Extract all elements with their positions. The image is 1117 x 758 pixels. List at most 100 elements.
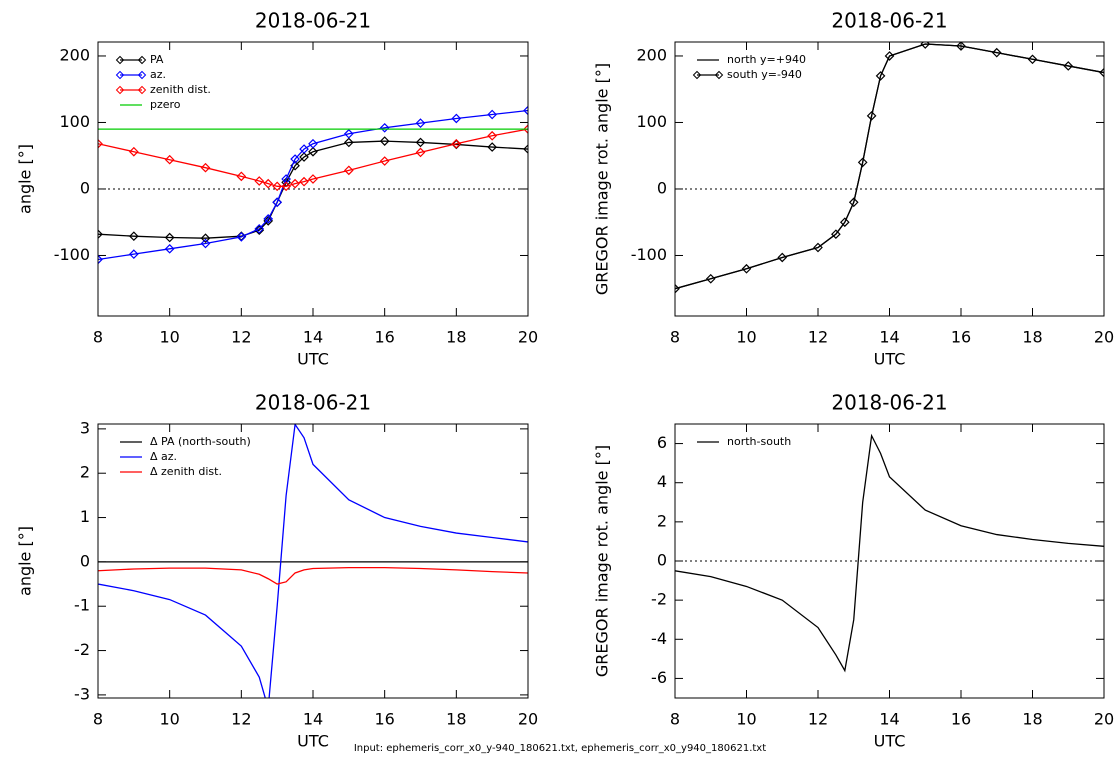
- x-tick-label: 20: [518, 328, 538, 347]
- x-axis-label: UTC: [874, 350, 906, 369]
- marker: [272, 197, 283, 208]
- x-tick-label: 18: [1022, 710, 1042, 729]
- marker: [415, 118, 426, 128]
- marker: [920, 42, 931, 49]
- marker: [164, 232, 175, 243]
- x-axis-label: UTC: [297, 350, 329, 369]
- marker: [299, 144, 309, 154]
- y-tick-label: 3: [80, 418, 90, 437]
- plot-area: [675, 433, 1104, 673]
- marker: [523, 144, 528, 154]
- plot-area: [98, 105, 528, 265]
- x-tick-label: 18: [1022, 328, 1042, 347]
- marker: [991, 47, 1002, 58]
- marker: [200, 238, 211, 249]
- marker: [98, 138, 103, 149]
- x-tick-label: 10: [736, 328, 756, 347]
- legend-label: Δ PA (north-south): [150, 435, 251, 448]
- y-tick-label: 4: [657, 472, 667, 491]
- panel: 2018-06-21 UTC GREGOR image rot. angle [°]…: [593, 391, 1115, 751]
- marker: [98, 254, 103, 265]
- legend-label: north y=+940: [727, 53, 806, 66]
- legend-label: PA: [150, 53, 164, 66]
- legend-label: Δ az.: [150, 450, 177, 463]
- legend-marker: [115, 55, 125, 65]
- legend-label: az.: [150, 68, 166, 81]
- legend-marker: [714, 70, 724, 80]
- x-tick-label: 20: [518, 710, 538, 729]
- marker: [451, 138, 462, 149]
- plot-frame: [97, 41, 529, 317]
- x-tick-label: 14: [879, 328, 899, 347]
- marker: [164, 243, 175, 254]
- chart-title: 2018-06-21: [255, 9, 371, 33]
- legend-marker: [692, 70, 702, 80]
- marker: [299, 176, 309, 187]
- marker: [254, 224, 265, 234]
- marker: [884, 51, 895, 61]
- legend-marker: [115, 70, 125, 80]
- x-tick-label: 10: [736, 710, 756, 729]
- marker: [128, 249, 139, 259]
- series-line: [98, 140, 528, 239]
- marker: [1099, 67, 1104, 78]
- marker: [308, 174, 318, 184]
- marker: [848, 197, 859, 208]
- x-tick-label: 14: [879, 710, 899, 729]
- x-tick-label: 20: [1094, 328, 1114, 347]
- marker: [308, 146, 318, 157]
- y-tick-label: -6: [651, 668, 667, 687]
- marker: [290, 154, 300, 164]
- marker: [281, 181, 291, 192]
- x-tick-label: 12: [231, 710, 251, 729]
- marker: [236, 232, 247, 242]
- y-tick-label: -2: [74, 640, 90, 659]
- legend-label: pzero: [150, 98, 181, 111]
- series-line: [675, 433, 1104, 673]
- x-tick-label: 18: [446, 710, 466, 729]
- y-tick-label: 0: [80, 551, 90, 570]
- y-tick-label: 100: [59, 112, 90, 131]
- plot-frame: [674, 41, 1105, 317]
- panel: 2018-06-21 UTC angle [°] 8 10 12 14 16 18 20 -100 0…: [16, 9, 539, 369]
- marker: [254, 176, 265, 186]
- y-tick-label: 6: [657, 433, 667, 452]
- x-tick-label: 10: [159, 710, 179, 729]
- legend-label: south y=-940: [727, 68, 802, 81]
- x-tick-label: 14: [303, 710, 323, 729]
- x-tick-label: 16: [374, 710, 394, 729]
- y-tick-label: -3: [74, 684, 90, 703]
- marker: [839, 217, 850, 228]
- legend-marker: [137, 55, 147, 65]
- y-tick-label: -100: [54, 245, 90, 264]
- x-tick-label: 12: [231, 328, 251, 347]
- marker: [956, 42, 966, 51]
- y-tick-label: 1: [80, 507, 90, 526]
- marker: [236, 171, 247, 182]
- panel: 2018-06-21 UTC GREGOR image rot. angle [°]…: [593, 9, 1115, 369]
- marker: [523, 124, 528, 134]
- marker: [705, 273, 716, 284]
- series-line: [675, 43, 1104, 290]
- marker: [254, 225, 265, 236]
- plot-area: [98, 424, 528, 698]
- y-tick-label: 200: [59, 45, 90, 64]
- plot-area: [675, 42, 1104, 294]
- x-tick-label: 8: [93, 710, 103, 729]
- x-tick-label: 10: [159, 328, 179, 347]
- x-tick-label: 12: [808, 328, 828, 347]
- marker: [200, 162, 211, 173]
- chart-title: 2018-06-21: [831, 391, 947, 415]
- marker: [1063, 61, 1074, 71]
- y-tick-label: 0: [80, 178, 90, 197]
- y-tick-label: -2: [651, 590, 667, 609]
- marker: [164, 154, 175, 165]
- marker: [866, 110, 877, 121]
- marker: [857, 157, 868, 168]
- y-axis-label: angle [°]: [16, 144, 35, 214]
- marker: [128, 231, 139, 242]
- series-line: [98, 567, 528, 585]
- marker: [379, 122, 390, 133]
